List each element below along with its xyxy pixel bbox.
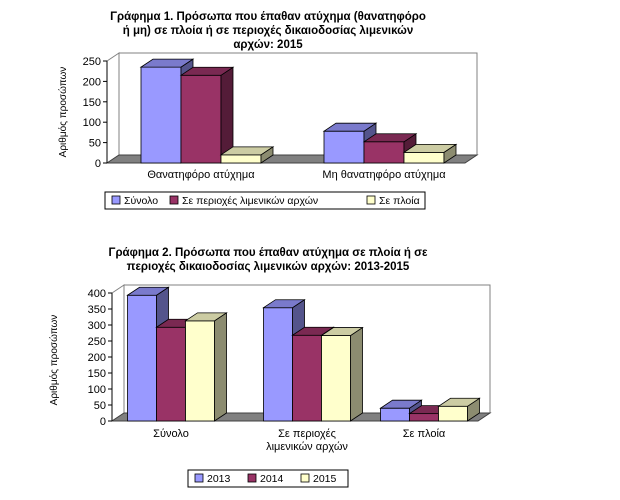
x-category-label: Σύνολο	[153, 428, 189, 440]
bar-top	[139, 58, 195, 68]
y-tick-label: 0	[100, 416, 106, 428]
legend-swatch	[247, 473, 257, 483]
legend-label: Σε περιοχές λιμενικών αρχών	[182, 195, 318, 207]
chart-title-line: Γράφημα 2. Πρόσωπα που έπαθαν ατύχημα σε…	[109, 247, 428, 259]
bar-front	[409, 413, 439, 422]
bar-top	[322, 122, 378, 132]
chart-title-line: περιοχές δικαιοδοσίας λιμενικών αρχών: 2…	[127, 261, 410, 273]
plot-side-wall	[111, 284, 125, 422]
legend-swatch	[194, 473, 204, 483]
bar-top	[184, 312, 228, 322]
bar	[219, 146, 275, 164]
bar	[179, 66, 235, 164]
bar-front	[127, 294, 157, 422]
y-tick-label: 200	[88, 352, 106, 364]
legend-box	[104, 191, 426, 210]
bar	[402, 143, 458, 164]
chart-title-line: ή μη) σε πλοία ή σε περιοχές δικαιοδοσία…	[123, 25, 413, 37]
bar	[437, 397, 481, 422]
bar-front	[263, 307, 293, 422]
bar-front	[185, 320, 215, 422]
bar-top	[219, 146, 275, 156]
y-tick-label: 250	[88, 336, 106, 348]
chart-title-line: Γράφημα 1. Πρόσωπα που έπαθαν ατύχημα (θ…	[110, 11, 426, 23]
bar-top	[262, 299, 306, 309]
x-category-label: Θανατηφόρο ατύχημα	[147, 169, 255, 181]
legend-swatch	[111, 195, 121, 205]
y-tick-label: 50	[89, 138, 101, 150]
legend-label: Σε πλοία	[379, 195, 420, 207]
y-tick-label: 50	[94, 400, 106, 412]
legend-swatch	[300, 473, 310, 483]
y-tick-label: 400	[88, 288, 106, 300]
y-tick-label: 250	[83, 56, 101, 68]
y-tick-label: 0	[95, 158, 101, 170]
bar-side	[350, 326, 363, 422]
bar-top	[379, 399, 423, 409]
y-tick-label: 350	[88, 304, 106, 316]
bar-top	[179, 66, 235, 76]
x-category-label: Σε περιοχές	[278, 428, 336, 440]
y-tick-label: 300	[88, 320, 106, 332]
bar-front	[140, 66, 182, 164]
bar-top	[320, 327, 364, 336]
legend-swatch	[366, 195, 376, 205]
bar	[320, 326, 364, 422]
bar-front	[292, 334, 322, 422]
plot-side-wall	[106, 52, 120, 164]
y-tick-label: 200	[83, 76, 101, 88]
legend-swatch	[169, 195, 179, 205]
bar-front	[220, 154, 262, 164]
bar-top	[402, 143, 458, 153]
chart-1: Γράφημα 1. Πρόσωπα που έπαθαν ατύχημα (θ…	[57, 11, 479, 210]
bar	[184, 312, 228, 422]
y-tick-label: 100	[88, 384, 106, 396]
bar-side	[214, 312, 227, 422]
bar-front	[321, 335, 351, 422]
bar-front	[403, 151, 445, 164]
bar-front	[323, 130, 365, 164]
bar-front	[156, 326, 186, 422]
x-category-label: Μη θανατηφόρο ατύχημα	[322, 169, 446, 181]
y-tick-label: 150	[83, 97, 101, 109]
y-axis-label: Αριθμός προσώπων	[57, 67, 69, 158]
bar-top	[126, 286, 170, 296]
bar-front	[180, 74, 222, 164]
bar-top	[437, 397, 481, 407]
bar-front	[363, 141, 405, 164]
y-tick-label: 100	[83, 117, 101, 129]
legend-label: Σύνολο	[124, 195, 158, 207]
legend-label: 2015	[313, 473, 337, 485]
bar-top	[362, 133, 418, 143]
legend-label: 2013	[207, 473, 231, 485]
legend-label: 2014	[260, 473, 284, 485]
bar-front	[380, 407, 410, 422]
y-axis-label: Αριθμός προσώπων	[48, 315, 60, 406]
x-category-label: Σε πλοία	[403, 428, 446, 440]
chart-2: Γράφημα 2. Πρόσωπα που έπαθαν ατύχημα σε…	[48, 247, 492, 488]
y-tick-label: 150	[88, 368, 106, 380]
bar-front	[438, 405, 468, 422]
chart-title-line: αρχών: 2015	[233, 39, 303, 51]
x-category-label: λιμενικών αρχών	[266, 441, 348, 453]
